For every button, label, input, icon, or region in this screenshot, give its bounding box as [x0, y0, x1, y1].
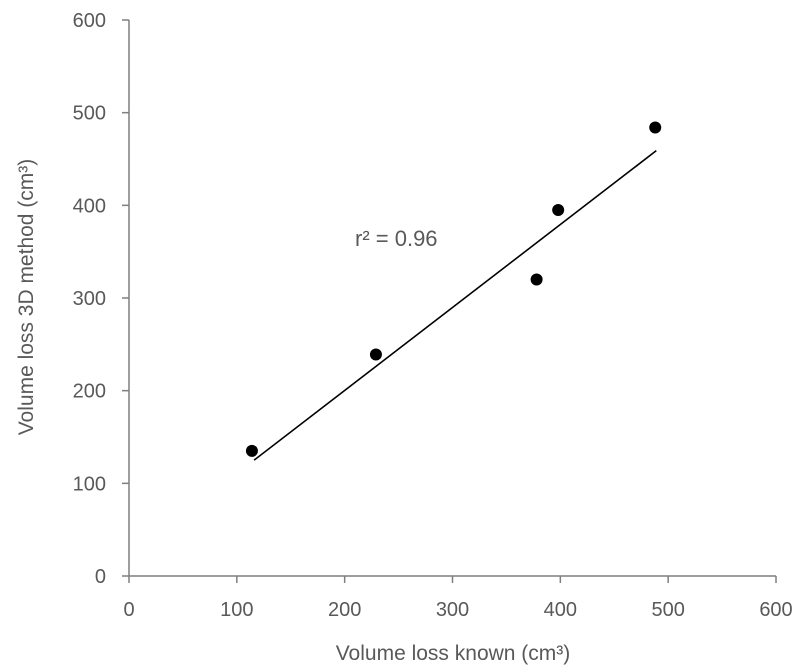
- y-tick-label: 400: [73, 195, 106, 217]
- y-axis-ticks: 0 100 200 300 400 500 600: [73, 10, 129, 588]
- x-tick-label: 200: [328, 599, 361, 621]
- y-tick-label: 0: [95, 566, 106, 588]
- y-axis-title: Volume loss 3D method (cm³): [15, 159, 38, 436]
- r-squared-annotation: r² = 0.96: [355, 226, 438, 251]
- x-tick-label: 600: [759, 599, 792, 621]
- x-tick-label: 100: [220, 599, 253, 621]
- x-tick-label: 300: [436, 599, 469, 621]
- x-tick-label: 500: [651, 599, 684, 621]
- data-points: [245, 121, 662, 457]
- data-point: [552, 203, 565, 216]
- y-tick-label: 300: [73, 288, 106, 310]
- data-point: [369, 348, 382, 361]
- data-point: [649, 121, 662, 134]
- trendline-group: [253, 150, 657, 461]
- x-axis-title: Volume loss known (cm³): [336, 642, 571, 665]
- y-tick-label: 200: [73, 381, 106, 403]
- y-tick-label: 100: [73, 473, 106, 495]
- x-tick-label: 400: [544, 599, 577, 621]
- y-tick-label: 600: [73, 10, 106, 32]
- x-axis-ticks: 0 100 200 300 400 500 600: [123, 576, 793, 621]
- y-tick-label: 500: [73, 103, 106, 125]
- x-tick-label: 0: [123, 599, 134, 621]
- data-point: [530, 273, 543, 286]
- trendline: [253, 150, 657, 461]
- data-point: [245, 444, 258, 457]
- axes: [128, 20, 776, 577]
